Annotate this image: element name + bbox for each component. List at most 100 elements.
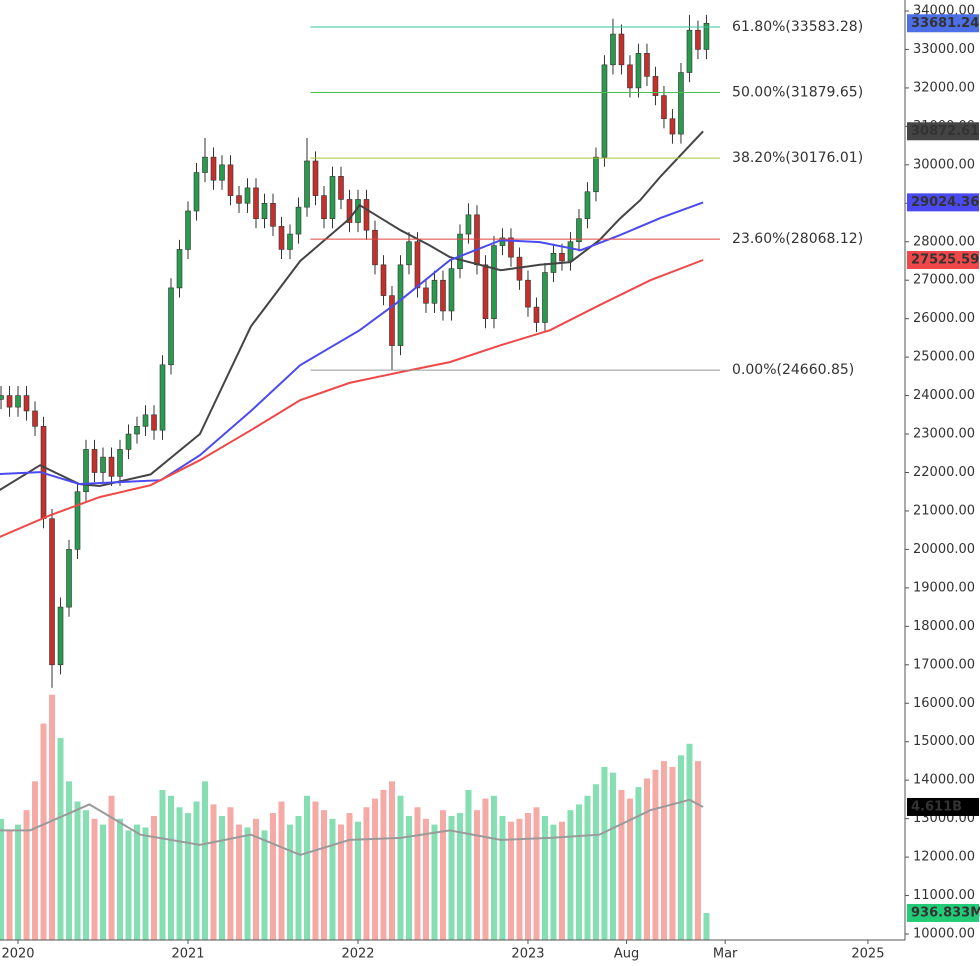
volume-bar xyxy=(618,789,625,940)
volume-bar xyxy=(278,801,285,940)
volume-bar xyxy=(329,818,336,940)
candle-body xyxy=(66,549,72,608)
candle-body xyxy=(601,64,608,158)
y-tick-label: 21000.00 xyxy=(913,503,975,518)
candle-body xyxy=(32,410,38,427)
y-tick-label: 32000.00 xyxy=(913,80,975,95)
y-tick-label: 19000.00 xyxy=(913,580,975,595)
candle-body xyxy=(193,172,200,212)
volume-bar xyxy=(210,804,217,940)
candle-body xyxy=(644,53,650,77)
ma-value-label-bg xyxy=(907,250,979,269)
volume-bar xyxy=(431,824,438,940)
volume-bar xyxy=(346,813,353,940)
volume-bar xyxy=(482,798,489,940)
volume-bar xyxy=(303,795,310,940)
fib-label: 50.00%(31879.65) xyxy=(732,85,863,101)
fib-label: 23.60%(28068.12) xyxy=(732,231,863,247)
volume-bar xyxy=(320,810,327,940)
volume-bar xyxy=(15,824,22,940)
y-tick-label: 16000.00 xyxy=(913,696,975,711)
candle-body xyxy=(627,64,633,89)
y-tick-label: 15000.00 xyxy=(913,734,975,749)
volume-bar xyxy=(439,810,446,940)
candle-body xyxy=(338,176,344,200)
volume-bar xyxy=(533,807,540,940)
candle-body xyxy=(363,199,370,231)
y-tick-label: 18000.00 xyxy=(913,619,975,634)
y-tick-label: 12000.00 xyxy=(913,850,975,865)
candle-body xyxy=(669,118,676,135)
volume-bar xyxy=(363,807,370,940)
candle-body xyxy=(406,241,412,266)
volume-ma-line xyxy=(0,798,704,856)
volume-bar xyxy=(142,827,149,940)
candle-body xyxy=(168,287,174,366)
volume-bar xyxy=(168,795,175,940)
candle-body xyxy=(346,199,353,223)
volume-bar xyxy=(703,912,710,940)
y-tick-label: 17000.00 xyxy=(913,657,975,672)
candle-body xyxy=(465,214,472,235)
volume-bar xyxy=(202,781,209,940)
candle-body xyxy=(210,156,217,181)
candle-body xyxy=(312,160,319,196)
candle-body xyxy=(159,364,166,431)
volume-bar xyxy=(541,815,548,940)
volume-bar xyxy=(694,761,701,940)
volume-bar xyxy=(660,761,667,940)
volume-bar xyxy=(6,830,13,940)
volume-bar xyxy=(219,815,226,940)
candle-body xyxy=(108,456,115,477)
volume-bar xyxy=(261,830,268,940)
volume-bar xyxy=(134,824,141,940)
candle-body xyxy=(236,195,242,204)
volume-bar xyxy=(524,813,531,940)
candle-body xyxy=(83,449,89,493)
volume-ma-label: 4.611B xyxy=(911,799,962,814)
candle-body xyxy=(329,176,336,219)
volume-bar xyxy=(66,781,73,940)
candle-body xyxy=(100,456,106,473)
volume-bar xyxy=(176,807,183,940)
candle-body xyxy=(508,237,514,258)
volume-bar xyxy=(414,807,421,940)
fib-label: 0.00%(24660.85) xyxy=(732,362,854,378)
candle-body xyxy=(652,76,659,96)
volume-bar xyxy=(652,769,659,940)
x-tick-label: 2021 xyxy=(171,947,204,962)
y-tick-label: 20000.00 xyxy=(913,542,975,557)
volume-bar xyxy=(626,798,633,940)
volume-bar xyxy=(609,772,616,940)
volume-bar xyxy=(422,818,429,940)
candle-body xyxy=(49,518,55,666)
volume-bar xyxy=(558,821,565,940)
candle-body xyxy=(499,237,506,246)
candle-body xyxy=(448,268,455,312)
ma-value-label: 30872.61 xyxy=(911,124,979,139)
volume-bar xyxy=(57,738,64,940)
volume-bar xyxy=(117,818,124,940)
y-tick-label: 24000.00 xyxy=(913,388,975,403)
candle-body xyxy=(584,191,591,219)
y-tick-label: 14000.00 xyxy=(913,773,975,788)
candle-body xyxy=(372,229,378,266)
candle-body xyxy=(474,214,480,266)
candle-body xyxy=(576,218,582,243)
candle-body xyxy=(74,491,81,550)
last-price-label-bg xyxy=(907,14,979,33)
volume-bar xyxy=(669,766,676,940)
candle-body xyxy=(278,226,285,250)
volume-bar xyxy=(252,818,259,940)
volume-bar xyxy=(575,804,582,940)
candle-body xyxy=(533,306,540,323)
volume-bar xyxy=(567,810,574,940)
volume-bar xyxy=(584,795,591,940)
x-tick-label: 2025 xyxy=(851,947,884,962)
candle-body xyxy=(703,22,710,50)
candle-body xyxy=(270,202,276,227)
volume-bar xyxy=(235,824,242,940)
volume-bar xyxy=(686,743,693,940)
candle-body xyxy=(542,272,548,323)
